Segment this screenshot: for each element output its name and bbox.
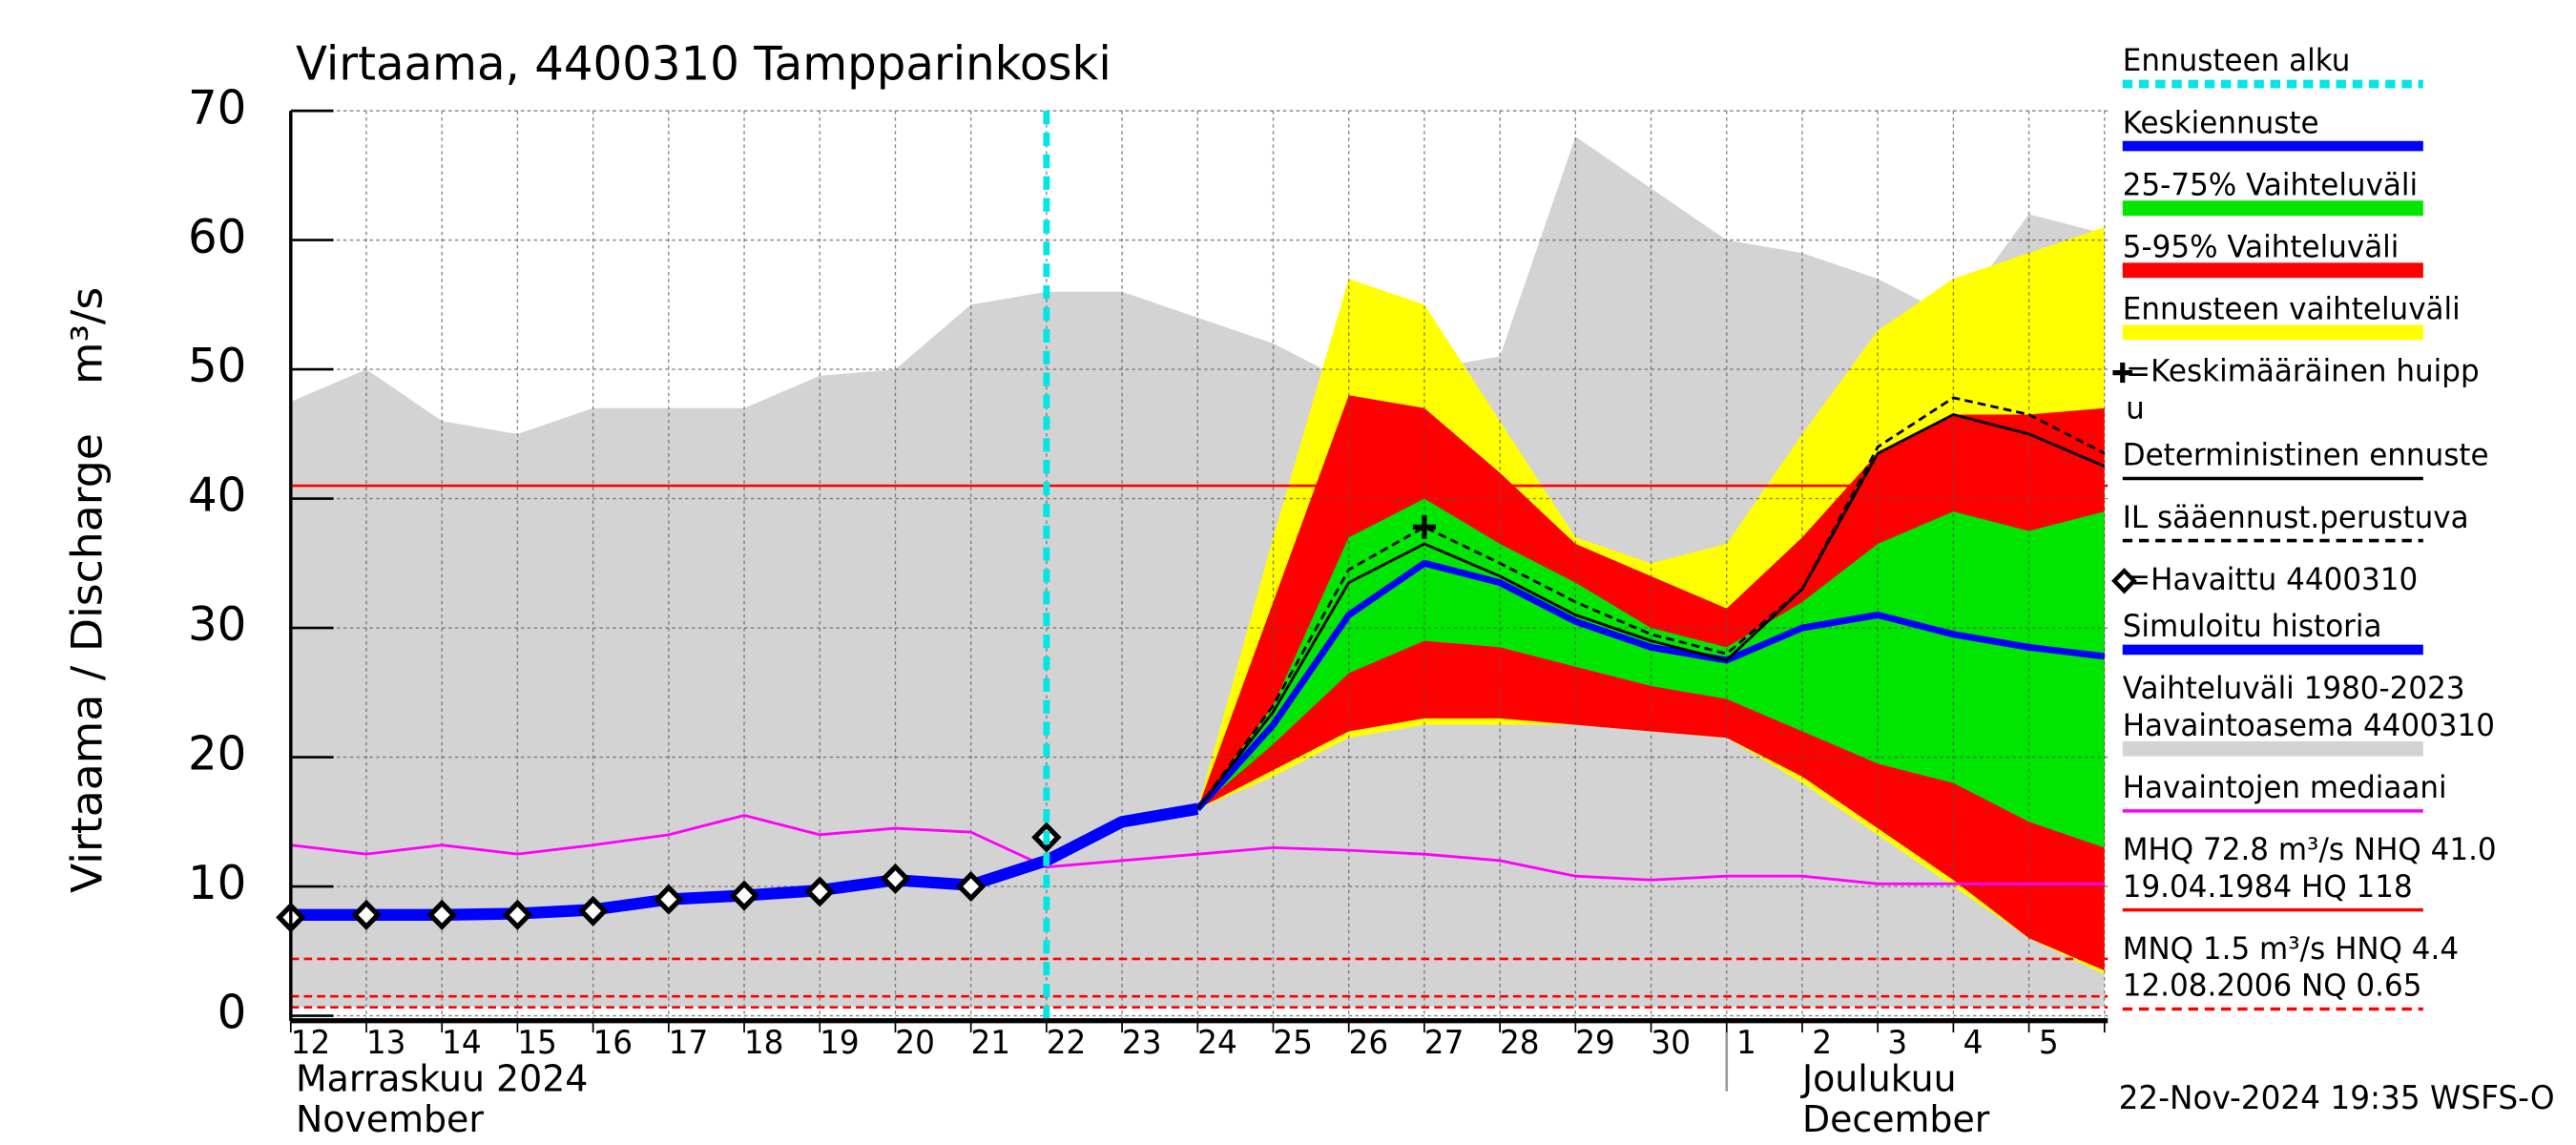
range-band: [1197, 498, 2105, 848]
observed-marker: [804, 876, 835, 907]
chart-title: Virtaama, 4400310 Tampparinkoski: [296, 37, 1111, 92]
x-tick-label: 4: [1963, 1024, 1984, 1061]
x-tick-label: 24: [1197, 1024, 1237, 1061]
legend-symbol: [2111, 568, 2137, 594]
legend-symbol: [2112, 363, 2133, 384]
x-tick-label: 21: [971, 1024, 1011, 1061]
legend-label: 5-95% Vaihteluväli: [2123, 230, 2399, 264]
y-tick-label: 0: [218, 986, 247, 1040]
y-tick-label: 10: [188, 857, 246, 911]
legend-label: 25-75% Vaihteluväli: [2123, 168, 2418, 202]
x-tick-label: 26: [1349, 1024, 1389, 1061]
observed-marker: [955, 870, 987, 903]
x-tick-label: 14: [442, 1024, 482, 1061]
observed-marker: [577, 895, 609, 926]
month-label: November: [296, 1098, 484, 1141]
x-tick-label: 15: [517, 1024, 557, 1061]
x-tick-label: 19: [820, 1024, 860, 1061]
legend-label: Keskiennuste: [2123, 106, 2319, 140]
observed-marker: [729, 880, 759, 911]
legend-label: 19.04.1984 HQ 118: [2123, 870, 2413, 905]
y-tick-label: 20: [188, 727, 246, 781]
mean-peak-marker: [1412, 515, 1436, 539]
x-tick-label: 23: [1122, 1024, 1162, 1061]
x-tick-label: 22: [1047, 1024, 1087, 1061]
x-tick-label: 30: [1651, 1024, 1691, 1061]
y-tick-label: 70: [188, 81, 246, 135]
x-tick-label: 17: [669, 1024, 709, 1061]
legend-label: Havaintojen mediaani: [2123, 771, 2447, 805]
series-line: [290, 814, 2105, 885]
footer: 22-Nov-2024 19:35 WSFS-O: [2119, 1079, 2555, 1116]
observed-marker: [654, 884, 684, 915]
x-tick-label: 5: [2039, 1024, 2059, 1061]
legend-label: Ennusteen alku: [2123, 44, 2351, 78]
x-tick-label: 28: [1500, 1024, 1540, 1061]
observed-marker: [426, 899, 457, 930]
observed-marker: [351, 899, 382, 930]
y-tick-label: 50: [188, 340, 246, 394]
x-tick-label: 1: [1736, 1024, 1756, 1061]
legend-label: Havaintoasema 4400310: [2123, 709, 2495, 743]
x-tick-label: 2: [1812, 1024, 1832, 1061]
y-tick-label: 30: [188, 598, 246, 653]
series-line: [1196, 413, 2106, 810]
legend-label: u: [2126, 391, 2145, 426]
x-tick-label: 12: [291, 1024, 331, 1061]
x-tick-label: 3: [1887, 1024, 1907, 1061]
legend-label: Deterministinen ennuste: [2123, 438, 2489, 472]
month-label: Marraskuu 2024: [296, 1057, 588, 1100]
legend-label: Simuloitu historia: [2123, 610, 2382, 644]
x-tick-label: 25: [1273, 1024, 1313, 1061]
series-line: [1196, 396, 2106, 810]
legend-label: =Keskimääräinen huipp: [2126, 354, 2479, 388]
y-axis-unit: m³/s: [62, 287, 112, 385]
legend-label: IL sääennust.perustuva: [2123, 500, 2469, 534]
x-tick-label: 13: [366, 1024, 406, 1061]
x-tick-label: 16: [592, 1024, 633, 1061]
x-tick-label: 18: [744, 1024, 784, 1061]
legend-label: Vaihteluväli 1980-2023: [2123, 672, 2465, 706]
legend-label: MHQ 72.8 m³/s NHQ 41.0: [2123, 833, 2497, 867]
observed-marker: [880, 863, 911, 894]
series-line: [1195, 559, 2106, 812]
legend-label: =Havaittu 4400310: [2126, 563, 2418, 597]
legend-label: 12.08.2006 NQ 0.65: [2123, 968, 2422, 1003]
observed-marker: [502, 899, 533, 930]
month-label: Joulukuu: [1800, 1057, 1957, 1100]
legend-label: MNQ 1.5 m³/s HNQ 4.4: [2123, 932, 2459, 967]
legend-label: Ennusteen vaihteluväli: [2123, 292, 2461, 326]
x-tick-label: 29: [1575, 1024, 1615, 1061]
x-tick-label: 20: [895, 1024, 935, 1061]
y-tick-label: 40: [188, 468, 246, 523]
y-tick-label: 60: [188, 210, 246, 264]
y-axis-label: Virtaama / Discharge: [62, 433, 112, 893]
x-tick-label: 27: [1424, 1024, 1465, 1061]
month-label: December: [1802, 1098, 1990, 1141]
